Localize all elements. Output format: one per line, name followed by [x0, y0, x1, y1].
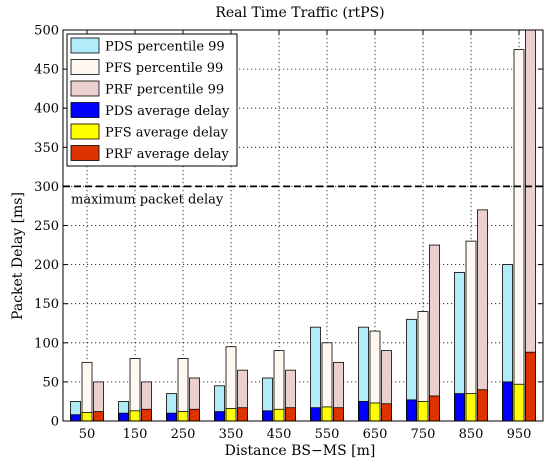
- x-tick-label: 350: [219, 427, 244, 442]
- bar-pds-average-delay: [70, 414, 81, 422]
- bar-pds-average-delay: [166, 412, 177, 422]
- bar-prf-average-delay: [189, 408, 200, 422]
- y-tick-label: 400: [34, 102, 59, 117]
- y-axis-label: Packet Delay [ms]: [10, 192, 26, 320]
- x-tick-label: 150: [123, 427, 148, 442]
- legend-label: PFS percentile 99: [105, 61, 223, 76]
- bar-prf-average-delay: [429, 395, 440, 422]
- legend-swatch: [70, 59, 100, 75]
- x-tick-label: 650: [363, 427, 388, 442]
- max-delay-annotation: maximum packet delay: [71, 192, 224, 207]
- y-tick-label: 250: [34, 219, 59, 234]
- bar-pfs-average-delay: [273, 408, 285, 422]
- x-axis-label: Distance BS−MS [m]: [225, 443, 376, 459]
- bar-pfs-average-delay: [81, 411, 93, 422]
- bar-pds-average-delay: [502, 381, 513, 422]
- legend-swatch: [70, 102, 100, 118]
- bar-pds-average-delay: [358, 401, 369, 422]
- bar-prf-average-delay: [237, 407, 248, 422]
- y-tick-label: 200: [34, 258, 59, 273]
- legend-swatch: [70, 80, 100, 97]
- bar-pfs-average-delay: [129, 410, 141, 422]
- y-tick-label: 100: [34, 336, 59, 351]
- bar-pfs-average-delay: [321, 406, 333, 422]
- chart-title: Real Time Traffic (rtPS): [215, 5, 384, 21]
- legend-label: PDS percentile 99: [105, 40, 225, 55]
- bar-pds-average-delay: [262, 410, 273, 422]
- bar-pds-percentile-99: [310, 326, 321, 422]
- x-tick-label: 250: [171, 427, 196, 442]
- bar-pds-average-delay: [118, 412, 129, 422]
- legend-label: PRF average delay: [105, 147, 230, 162]
- bar-prf-average-delay: [141, 408, 152, 422]
- legend-label: PFS average delay: [105, 126, 229, 141]
- x-tick-label: 950: [507, 427, 532, 442]
- bar-prf-average-delay: [285, 407, 296, 422]
- bar-prf-average-delay: [477, 389, 488, 422]
- legend-label: PDS average delay: [105, 104, 230, 119]
- y-tick-label: 350: [34, 141, 59, 156]
- bar-prf-percentile-99: [429, 244, 440, 422]
- plot-frame: [62, 29, 544, 422]
- bar-pds-average-delay: [406, 399, 417, 422]
- bar-pfs-average-delay: [417, 401, 429, 422]
- bar-pds-average-delay: [214, 411, 225, 422]
- bar-pfs-average-delay: [369, 402, 381, 422]
- bar-pfs-average-delay: [465, 393, 477, 422]
- bar-pfs-average-delay: [177, 411, 189, 422]
- x-tick-label: 850: [459, 427, 484, 442]
- y-tick-label: 450: [34, 63, 59, 78]
- plot-area: 0 50 100 150 200 250 300 350 400 450 500 50 150 250 35…: [34, 24, 544, 442]
- legend-swatch: [70, 145, 100, 161]
- legend-swatch: [70, 123, 100, 140]
- legend-swatch: [70, 37, 100, 54]
- bar-pfs-average-delay: [225, 408, 237, 422]
- y-tick-label: 150: [34, 297, 59, 312]
- bar-pfs-average-delay: [513, 383, 525, 422]
- y-tick-label: 300: [34, 180, 59, 195]
- bar-prf-average-delay: [93, 411, 104, 422]
- y-tick-label: 500: [34, 24, 59, 39]
- legend-label: PRF percentile 99: [105, 83, 224, 98]
- x-tick-label: 450: [267, 427, 292, 442]
- bar-prf-average-delay: [381, 403, 392, 422]
- x-tick-label: 550: [315, 427, 340, 442]
- y-tick-label: 0: [51, 415, 59, 430]
- bar-pfs-percentile-99: [513, 49, 525, 422]
- bar-pds-average-delay: [454, 393, 465, 422]
- x-tick-label: 750: [411, 427, 436, 442]
- bar-pds-average-delay: [310, 407, 321, 422]
- bar-prf-average-delay: [525, 351, 536, 422]
- bar-prf-average-delay: [333, 407, 344, 422]
- x-tick-label: 50: [79, 427, 96, 442]
- legend-box: [66, 33, 238, 167]
- y-tick-label: 50: [42, 375, 59, 390]
